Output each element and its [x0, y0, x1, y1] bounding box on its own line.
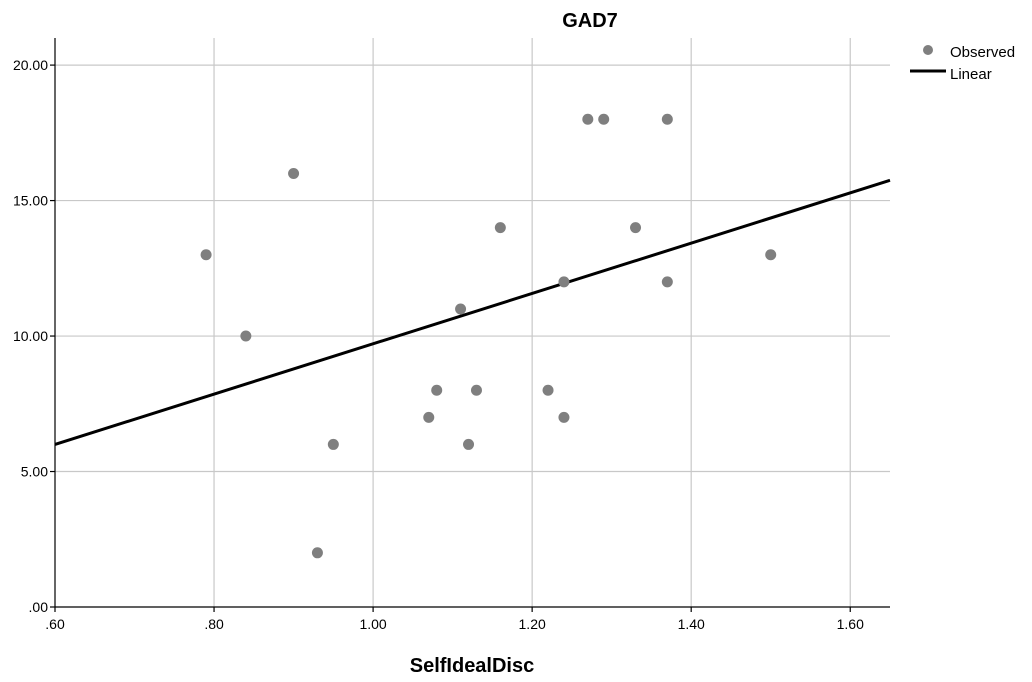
observed-point — [288, 167, 300, 179]
fit-line-layer — [54, 178, 891, 446]
y-tick-label: 5.00 — [21, 464, 48, 480]
chart-title: GAD7 — [562, 10, 618, 32]
observed-point — [455, 303, 467, 315]
observed-point — [558, 411, 570, 423]
x-axis-label: SelfIdealDisc — [410, 655, 535, 677]
legend-observed-marker — [923, 45, 933, 55]
x-tick-label: 1.60 — [837, 616, 864, 632]
axes — [50, 38, 890, 612]
x-tick-label: 1.20 — [519, 616, 546, 632]
legend-linear-label: Linear — [950, 66, 992, 83]
observed-point — [200, 249, 212, 261]
observed-point — [558, 276, 570, 288]
observed-point — [630, 222, 642, 234]
observed-point — [582, 113, 594, 125]
observed-point — [311, 547, 323, 559]
y-tick-label: 10.00 — [13, 328, 48, 344]
observed-point — [431, 384, 443, 396]
observed-point — [240, 330, 252, 342]
observed-point — [494, 222, 506, 234]
legend-observed-label: Observed — [950, 44, 1015, 61]
observed-point — [661, 113, 673, 125]
legend: Observed Linear — [910, 44, 1015, 83]
observed-point — [463, 438, 475, 450]
tick-labels: .60 .80 1.00 1.20 1.40 1.60 .00 5.00 10.00 15.00 2… — [13, 57, 864, 632]
grid-lines — [55, 38, 890, 607]
x-tick-label: .60 — [45, 616, 65, 632]
x-tick-label: 1.00 — [359, 616, 386, 632]
x-tick-label: 1.40 — [678, 616, 705, 632]
observed-point — [765, 249, 777, 261]
y-tick-label: .00 — [29, 599, 49, 615]
y-tick-label: 15.00 — [13, 193, 48, 209]
observed-point — [423, 411, 435, 423]
observed-point — [598, 113, 610, 125]
observed-point — [542, 384, 554, 396]
y-tick-label: 20.00 — [13, 57, 48, 73]
observed-point — [470, 384, 482, 396]
x-tick-label: .80 — [204, 616, 224, 632]
observed-point — [661, 276, 673, 288]
linear-fit-line — [54, 178, 891, 446]
points-layer — [200, 113, 777, 559]
observed-point — [327, 438, 339, 450]
